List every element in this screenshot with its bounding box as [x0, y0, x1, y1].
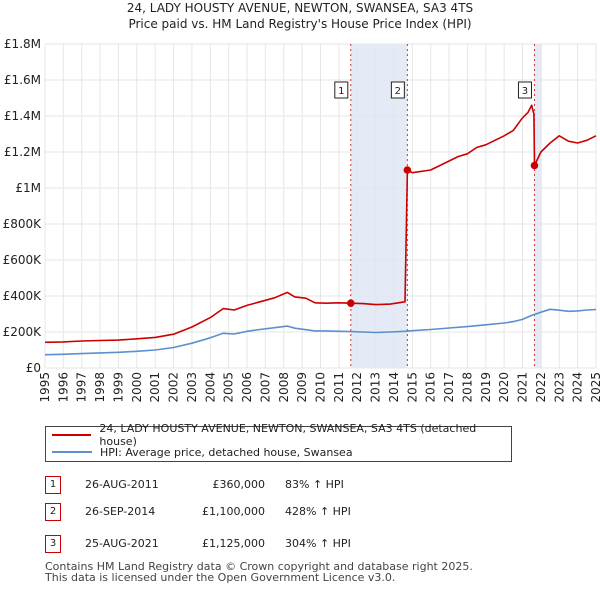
licence-notice: This data is licensed under the Open Gov… [45, 571, 396, 584]
sale-label: 1 [338, 86, 344, 97]
x-tick-label: 2024 [571, 372, 585, 403]
x-tick-label: 2006 [240, 372, 254, 403]
x-tick-label: 2023 [552, 372, 566, 403]
y-tick-label: £200K [3, 325, 43, 339]
sale-label-box [334, 81, 349, 99]
sale-marker-badge: 3 [45, 535, 61, 553]
legend-item-hpi: HPI: Average price, detached house, Swan… [52, 444, 353, 460]
sale-date: 26-SEP-2014 [85, 505, 156, 518]
legend-label-property: 24, LADY HOUSTY AVENUE, NEWTON, SWANSEA,… [99, 422, 477, 448]
x-tick-label: 1995 [38, 372, 52, 403]
legend: 24, LADY HOUSTY AVENUE, NEWTON, SWANSEA,… [45, 422, 512, 462]
y-tick-label: £1.4M [4, 109, 41, 123]
y-tick-label: £1M [15, 181, 41, 195]
x-tick-label: 1998 [93, 372, 107, 403]
sale-price: £1,100,000 [202, 505, 265, 518]
x-tick-label: 1999 [111, 372, 125, 403]
x-tick-label: 2010 [314, 372, 328, 403]
sale-date: 25-AUG-2021 [85, 537, 159, 550]
sale-label-box [517, 81, 532, 99]
x-tick-label: 2012 [350, 372, 364, 403]
x-tick-label: 2009 [295, 372, 309, 403]
chart-title-block: 24, LADY HOUSTY AVENUE, NEWTON, SWANSEA,… [0, 0, 600, 32]
sale-row: 3 25-AUG-2021 £1,125,000 304% ↑ HPI [45, 533, 565, 555]
sale-label: 3 [522, 86, 528, 97]
x-tick-label: 2001 [148, 372, 162, 403]
y-tick-label: £1.2M [4, 145, 41, 159]
shaded-period [534, 44, 542, 368]
x-tick-label: 2002 [167, 372, 181, 403]
footer: Contains HM Land Registry data © Crown c… [45, 561, 473, 583]
legend-label-hpi: HPI: Average price, detached house, Swan… [100, 445, 353, 459]
x-tick-label: 2011 [332, 372, 346, 403]
x-tick-label: 2008 [277, 372, 291, 403]
y-tick-label: £0 [26, 361, 41, 375]
x-tick-label: 2005 [222, 372, 236, 403]
sale-hpi-change: 304% ↑ HPI [285, 537, 351, 550]
x-tick-label: 2015 [405, 372, 419, 403]
x-tick-label: 1997 [75, 372, 89, 403]
sale-hpi-change: 83% ↑ HPI [285, 478, 344, 491]
y-tick-label: £1.6M [4, 73, 41, 87]
sale-hpi-change: 428% ↑ HPI [285, 505, 351, 518]
hpi-line [44, 308, 597, 356]
x-tick-label: 2019 [479, 372, 493, 403]
sale-row: 1 26-AUG-2011 £360,000 83% ↑ HPI [45, 474, 565, 496]
sale-point [347, 299, 355, 308]
sale-point [530, 161, 539, 170]
legend-swatch-property [52, 434, 92, 436]
price-chart: 1 2 3 £0 £200K £400K £600K £800K £1M £1.2M £1.4M £1… [3, 38, 600, 403]
x-tick-label: 2021 [516, 372, 530, 403]
x-tick-label: 2014 [387, 372, 401, 403]
x-tick-label: 2022 [534, 372, 548, 403]
sale-marker-badge: 2 [45, 503, 61, 521]
x-tick-label: 2007 [258, 372, 272, 403]
legend-item-property: 24, LADY HOUSTY AVENUE, NEWTON, SWANSEA,… [52, 422, 511, 448]
x-tick-label: 2025 [589, 372, 600, 403]
y-tick-label: £800K [3, 217, 43, 231]
y-tick-label: £1.8M [4, 38, 41, 51]
x-tick-label: 1996 [56, 372, 70, 403]
sale-price: £360,000 [212, 478, 266, 491]
legend-swatch-hpi [52, 451, 92, 453]
x-tick-label: 2018 [460, 372, 474, 403]
copyright-notice: Contains HM Land Registry data © Crown c… [45, 560, 473, 573]
chart-title: 24, LADY HOUSTY AVENUE, NEWTON, SWANSEA,… [126, 1, 474, 15]
sale-price: £1,125,000 [202, 537, 265, 550]
sale-marker-badge: 1 [45, 476, 61, 494]
sale-label: 2 [395, 86, 401, 97]
y-tick-label: £400K [3, 289, 43, 303]
x-tick-label: 2017 [442, 372, 456, 403]
y-tick-label: £600K [3, 253, 43, 267]
x-tick-label: 2013 [369, 372, 383, 403]
x-tick-label: 2020 [497, 372, 511, 403]
x-tick-label: 2004 [203, 372, 217, 403]
sale-row: 2 26-SEP-2014 £1,100,000 428% ↑ HPI [45, 501, 565, 523]
sale-label-box [390, 81, 405, 99]
x-tick-label: 2000 [130, 372, 144, 403]
sale-date: 26-AUG-2011 [85, 478, 159, 491]
x-tick-label: 2003 [185, 372, 199, 403]
x-tick-label: 2016 [424, 372, 438, 403]
sale-point [403, 166, 412, 174]
property-price-line [44, 104, 597, 344]
chart-subtitle: Price paid vs. HM Land Registry's House … [128, 17, 472, 31]
